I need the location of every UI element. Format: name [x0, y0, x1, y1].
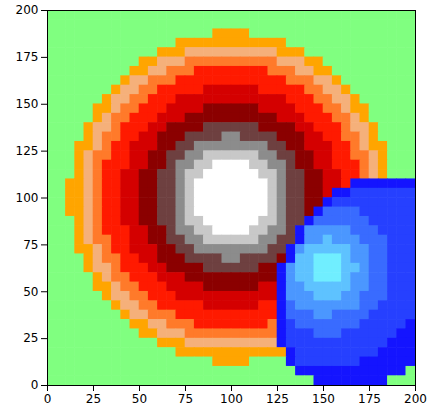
svg-text:150: 150 [16, 97, 39, 111]
svg-text:50: 50 [132, 392, 147, 406]
svg-text:25: 25 [23, 331, 38, 345]
svg-text:50: 50 [23, 285, 38, 299]
svg-text:25: 25 [86, 392, 101, 406]
svg-text:200: 200 [404, 392, 427, 406]
svg-text:100: 100 [220, 392, 243, 406]
svg-text:175: 175 [16, 50, 39, 64]
svg-text:150: 150 [312, 392, 335, 406]
svg-text:0: 0 [31, 378, 39, 392]
svg-text:200: 200 [16, 3, 39, 17]
svg-text:125: 125 [266, 392, 289, 406]
svg-text:0: 0 [44, 392, 52, 406]
svg-text:100: 100 [16, 191, 39, 205]
svg-text:175: 175 [358, 392, 381, 406]
svg-text:125: 125 [16, 144, 39, 158]
svg-text:75: 75 [23, 238, 38, 252]
svg-text:75: 75 [178, 392, 193, 406]
